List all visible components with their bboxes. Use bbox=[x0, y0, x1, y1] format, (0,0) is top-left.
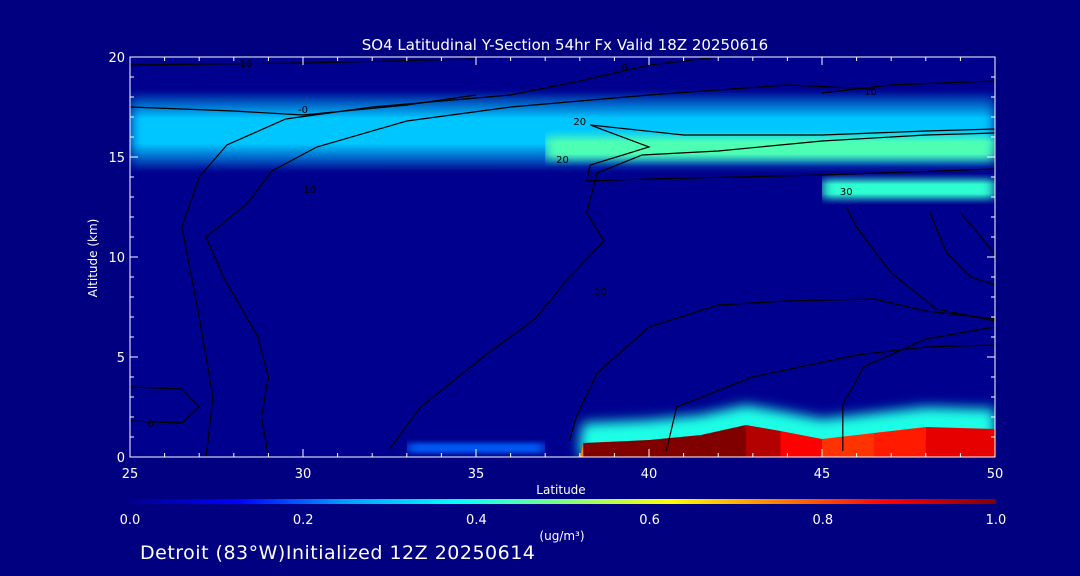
contour-line-7 bbox=[585, 124, 995, 182]
plot-area: -10 -0 0 10 10 10 20 20 30 0 bbox=[129, 56, 996, 458]
colorbar-tick-label-5: 1.0 bbox=[986, 513, 1007, 528]
plume-segment-1 bbox=[583, 440, 650, 457]
contour-line-5 bbox=[821, 80, 995, 94]
contour-label-2: 0 bbox=[622, 63, 628, 74]
contour-line-4 bbox=[568, 298, 995, 442]
plume-segment-4 bbox=[745, 425, 781, 457]
colorbar-tick-label-2: 0.4 bbox=[466, 513, 487, 528]
contour-label-6: 20 bbox=[556, 155, 569, 166]
contour-label-0: -10 bbox=[236, 59, 252, 70]
plume-segment-8 bbox=[925, 427, 995, 457]
plume-segment-5 bbox=[780, 431, 823, 457]
contour-label-13: 0 bbox=[148, 419, 154, 430]
colorbar-tick-label-1: 0.2 bbox=[293, 513, 314, 528]
contour-line-8 bbox=[842, 326, 995, 451]
x-tick-label-35: 35 bbox=[468, 467, 485, 482]
x-tick-label-45: 45 bbox=[814, 467, 831, 482]
y-tick-label-0: 0 bbox=[117, 451, 125, 466]
plume-segment-2 bbox=[649, 435, 702, 457]
y-tick-label-15: 15 bbox=[108, 151, 125, 166]
y-tick-label-5: 5 bbox=[117, 351, 125, 366]
colorbar-ticks: 0.0 0.2 0.4 0.6 0.8 1.0 bbox=[120, 513, 1007, 528]
colorbar-bar bbox=[130, 499, 996, 504]
contour-line-12 bbox=[959, 212, 995, 256]
plume-segment-6 bbox=[822, 433, 875, 457]
contour-label-3: 10 bbox=[304, 185, 317, 196]
x-tick-label-30: 30 bbox=[295, 467, 312, 482]
x-tick-label-25: 25 bbox=[122, 467, 139, 482]
contour-label-5: 10 bbox=[864, 87, 877, 98]
y-axis: 0 5 10 15 20 bbox=[108, 51, 995, 466]
contour-line-6 bbox=[389, 132, 995, 450]
y-tick-label-10: 10 bbox=[108, 251, 125, 266]
x-tick-label-40: 40 bbox=[641, 467, 658, 482]
contour-label-4: 10 bbox=[594, 287, 607, 298]
colorbar-tick-label-4: 0.8 bbox=[812, 513, 833, 528]
contour-label-8: 30 bbox=[840, 187, 853, 198]
x-axis-label: Latitude bbox=[536, 483, 585, 497]
field-band-2 bbox=[822, 173, 995, 205]
contour-label-1: -0 bbox=[298, 105, 308, 116]
contour-line-9 bbox=[665, 344, 995, 452]
colorbar-tick-label-0: 0.0 bbox=[120, 513, 141, 528]
contour-line-11 bbox=[928, 210, 995, 286]
contour-label-7: 20 bbox=[573, 117, 586, 128]
contour-line-2 bbox=[181, 57, 719, 457]
contour-line-13 bbox=[130, 386, 201, 424]
colorbar: 0.0 0.2 0.4 0.6 0.8 1.0 bbox=[120, 499, 1007, 528]
field-band-3 bbox=[406, 439, 546, 457]
colorbar-tick-label-3: 0.6 bbox=[639, 513, 660, 528]
contour-line-10 bbox=[845, 206, 995, 322]
y-tick-label-20: 20 bbox=[108, 51, 125, 66]
plume-segment-7 bbox=[873, 427, 927, 457]
chart-title: SO4 Latitudinal Y-Section 54hr Fx Valid … bbox=[362, 36, 768, 54]
x-tick-label-50: 50 bbox=[987, 467, 1004, 482]
y-axis-label: Altitude (km) bbox=[86, 219, 100, 298]
plume-segment-3 bbox=[700, 425, 747, 457]
x-axis: 25 30 35 40 45 50 bbox=[122, 57, 1004, 482]
footer-location-init: Detroit (83°W)Initialized 12Z 20250614 bbox=[140, 542, 536, 564]
colorbar-unit: (ug/m³) bbox=[539, 529, 584, 543]
contour-line-3 bbox=[205, 84, 874, 457]
plume-segment-0 bbox=[579, 443, 584, 457]
